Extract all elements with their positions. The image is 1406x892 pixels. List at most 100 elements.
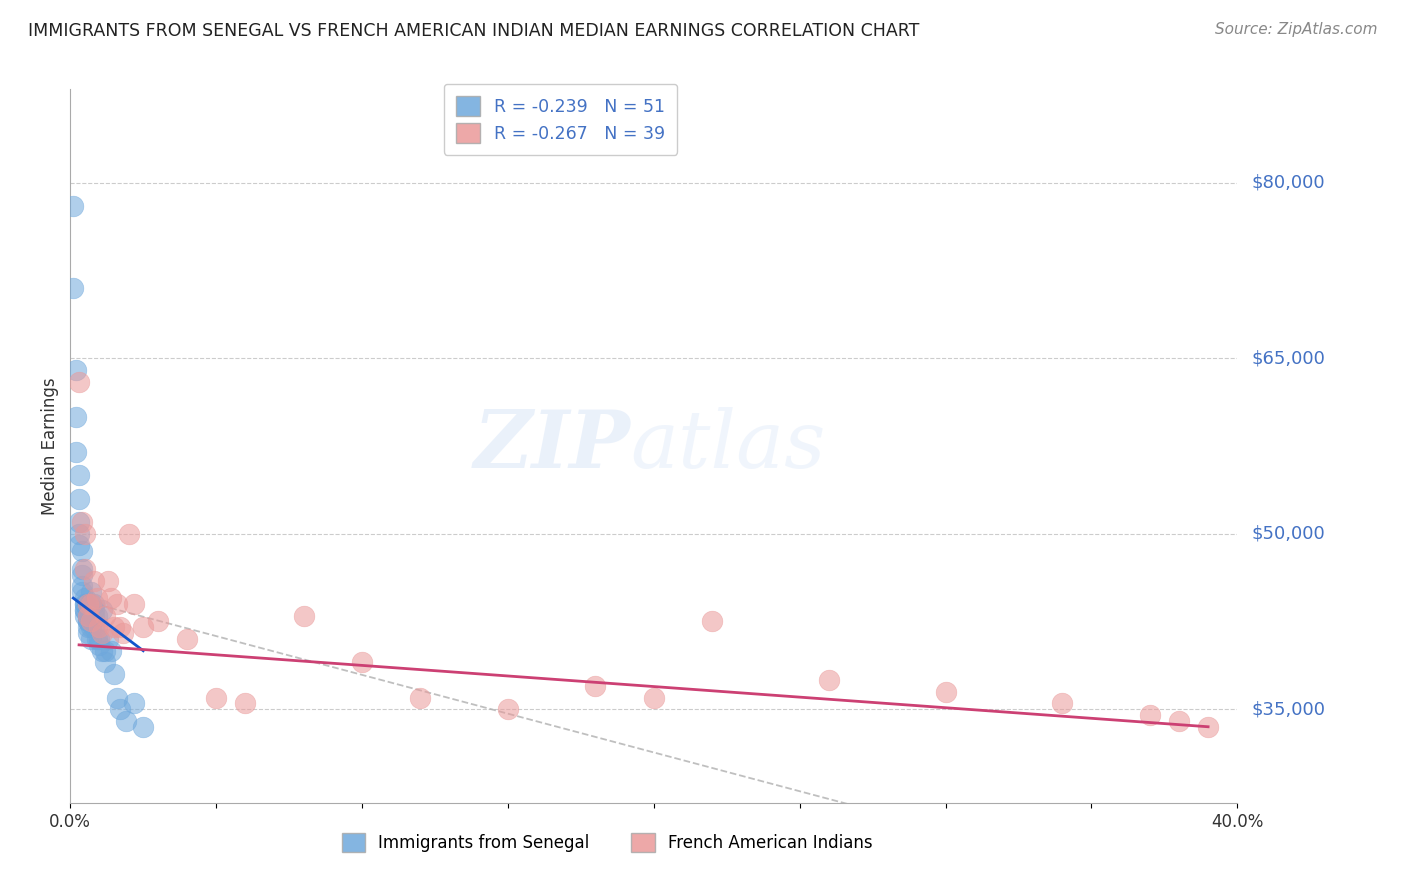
Text: IMMIGRANTS FROM SENEGAL VS FRENCH AMERICAN INDIAN MEDIAN EARNINGS CORRELATION CH: IMMIGRANTS FROM SENEGAL VS FRENCH AMERIC… <box>28 22 920 40</box>
Point <box>76 615 98 629</box>
Text: $80,000: $80,000 <box>1251 174 1324 192</box>
Point <box>94 608 117 623</box>
Point <box>62 199 84 213</box>
Point <box>89 638 111 652</box>
Point <box>86 620 108 634</box>
Point <box>1139 708 1161 723</box>
Point <box>146 615 169 629</box>
Point <box>105 690 128 705</box>
Point <box>1050 697 1074 711</box>
Point <box>934 684 956 698</box>
Point <box>94 656 117 670</box>
Point <box>83 574 105 588</box>
Point <box>111 626 134 640</box>
Point <box>73 603 96 617</box>
Point <box>83 597 105 611</box>
Point <box>103 667 125 681</box>
Point <box>86 608 108 623</box>
Point <box>73 526 96 541</box>
Point <box>70 544 93 558</box>
Point <box>100 591 122 605</box>
Point <box>67 375 90 389</box>
Point <box>132 620 155 634</box>
Point <box>114 714 136 728</box>
Point <box>643 690 665 705</box>
Point <box>700 615 723 629</box>
Point <box>73 597 96 611</box>
Point <box>124 597 146 611</box>
Point <box>70 585 93 599</box>
Point <box>89 632 111 646</box>
Point <box>67 491 90 506</box>
Point <box>76 608 98 623</box>
Point <box>100 644 122 658</box>
Point <box>585 679 607 693</box>
Point <box>91 626 114 640</box>
Point <box>83 620 105 634</box>
Point <box>132 720 155 734</box>
Point <box>73 597 96 611</box>
Point <box>80 632 103 646</box>
Point <box>80 597 103 611</box>
Point <box>1167 714 1189 728</box>
Point <box>67 515 90 529</box>
Point <box>73 562 96 576</box>
Point <box>89 620 111 634</box>
Point <box>176 632 198 646</box>
Point <box>80 597 103 611</box>
Text: $35,000: $35,000 <box>1251 700 1326 718</box>
Point <box>83 603 105 617</box>
Point <box>1197 720 1219 734</box>
Point <box>86 632 108 646</box>
Point <box>73 608 96 623</box>
Point <box>70 579 93 593</box>
Point <box>76 626 98 640</box>
Point <box>103 620 125 634</box>
Point <box>80 620 103 634</box>
Point <box>80 615 103 629</box>
Text: atlas: atlas <box>630 408 825 484</box>
Point <box>65 409 87 424</box>
Point <box>91 644 114 658</box>
Point <box>73 591 96 605</box>
Point <box>70 515 93 529</box>
Text: ZIP: ZIP <box>474 408 630 484</box>
Point <box>80 585 103 599</box>
Point <box>65 445 87 459</box>
Point <box>65 363 87 377</box>
Point <box>292 608 315 623</box>
Point <box>91 603 114 617</box>
Text: Source: ZipAtlas.com: Source: ZipAtlas.com <box>1215 22 1378 37</box>
Point <box>352 656 374 670</box>
Point <box>70 567 93 582</box>
Point <box>62 281 84 295</box>
Point <box>86 591 108 605</box>
Point <box>67 538 90 552</box>
Point <box>205 690 228 705</box>
Point <box>108 702 131 716</box>
Point <box>76 615 98 629</box>
Point <box>76 620 98 634</box>
Point <box>124 697 146 711</box>
Text: $65,000: $65,000 <box>1251 350 1324 368</box>
Point <box>108 620 131 634</box>
Point <box>233 697 256 711</box>
Point <box>83 608 105 623</box>
Point <box>496 702 519 716</box>
Point <box>105 597 128 611</box>
Point <box>94 644 117 658</box>
Point <box>76 608 98 623</box>
Point <box>76 597 98 611</box>
Point <box>97 574 120 588</box>
Point <box>818 673 841 687</box>
Point <box>118 526 141 541</box>
Text: $50,000: $50,000 <box>1251 524 1324 542</box>
Point <box>97 632 120 646</box>
Point <box>409 690 432 705</box>
Point <box>70 562 93 576</box>
Point <box>67 526 90 541</box>
Point <box>67 468 90 483</box>
Legend: Immigrants from Senegal, French American Indians: Immigrants from Senegal, French American… <box>329 820 886 866</box>
Y-axis label: Median Earnings: Median Earnings <box>41 377 59 515</box>
Point <box>73 603 96 617</box>
